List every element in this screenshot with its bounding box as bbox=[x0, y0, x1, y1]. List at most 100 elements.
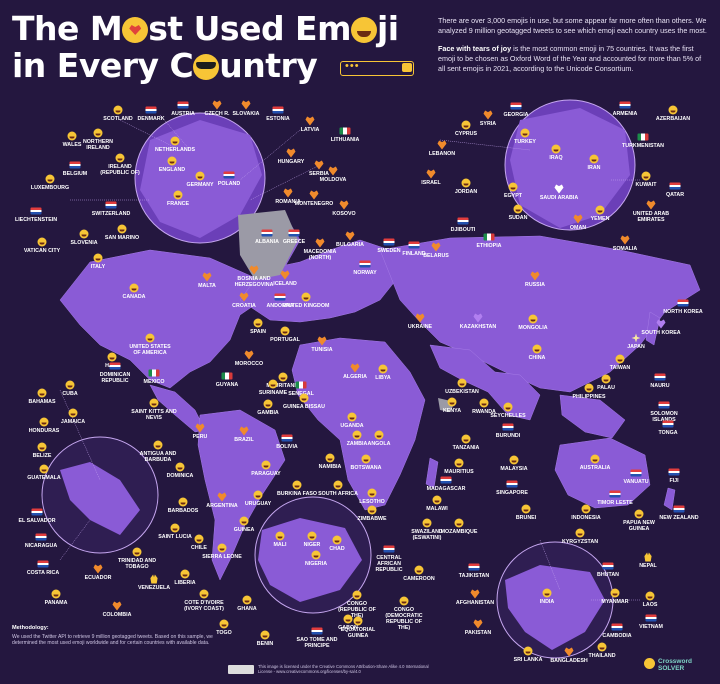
country-emoji-icon bbox=[631, 333, 641, 343]
country-label: BULGARIA bbox=[336, 242, 364, 248]
country-emoji-icon bbox=[602, 562, 614, 570]
country-emoji-icon bbox=[353, 616, 363, 626]
country-label: MOROCCO bbox=[234, 361, 264, 367]
country-emoji-icon bbox=[383, 545, 395, 553]
country-label: SIERRA LEONE bbox=[202, 554, 242, 560]
country-label: INDONESIA bbox=[571, 515, 601, 521]
country-emoji-icon bbox=[523, 646, 533, 656]
country-emoji-icon bbox=[239, 292, 249, 302]
country-emoji-icon bbox=[280, 270, 290, 280]
country-emoji-icon bbox=[597, 642, 607, 652]
country-label: SWAZILAND (ESWATINI) bbox=[411, 529, 443, 541]
country-emoji-icon bbox=[299, 393, 309, 403]
country-emoji-icon bbox=[551, 144, 561, 154]
country-label: PERU bbox=[192, 434, 208, 440]
asia-land bbox=[379, 235, 701, 393]
country-label: IRAQ bbox=[549, 155, 563, 161]
country-label: NAMIBIA bbox=[318, 464, 342, 470]
country-emoji-icon bbox=[662, 420, 674, 428]
country-emoji-icon bbox=[268, 379, 278, 389]
country-emoji-icon bbox=[283, 188, 293, 198]
country-emoji-icon bbox=[239, 516, 249, 526]
joy-face-icon bbox=[350, 17, 377, 43]
country-emoji-icon bbox=[461, 120, 471, 130]
brand-line-1: Crossword bbox=[658, 658, 692, 665]
country-emoji-icon bbox=[432, 495, 442, 505]
country-emoji-icon bbox=[532, 344, 542, 354]
intro-paragraph-1: There are over 3,000 emojis in use, but … bbox=[438, 16, 707, 35]
southeast-asia-land bbox=[559, 394, 626, 439]
country-label: TAJIKISTAN bbox=[458, 573, 490, 579]
country-emoji-icon bbox=[253, 490, 263, 500]
country-emoji-icon bbox=[260, 630, 270, 640]
country-label: BRAZIL bbox=[234, 437, 254, 443]
japan-land bbox=[645, 311, 661, 346]
country-label: NIGER bbox=[303, 542, 321, 548]
country-emoji-icon bbox=[609, 490, 621, 498]
title-text-3: ji bbox=[376, 9, 399, 48]
country-emoji-icon bbox=[39, 464, 49, 474]
country-emoji-icon bbox=[295, 381, 307, 389]
country-label: SRI LANKA bbox=[513, 657, 543, 663]
north-america-land bbox=[59, 249, 263, 389]
country-label: SOMALIA bbox=[612, 246, 638, 252]
country-emoji-icon bbox=[668, 105, 678, 115]
country-emoji-icon bbox=[175, 462, 185, 472]
country-emoji-icon bbox=[45, 174, 55, 184]
country-emoji-icon bbox=[173, 190, 183, 200]
country-emoji-icon bbox=[447, 397, 457, 407]
country-label: BOLIVIA bbox=[276, 444, 298, 450]
country-label: BARBADOS bbox=[167, 508, 199, 514]
search-dots: ••• bbox=[345, 60, 360, 72]
country-emoji-icon bbox=[483, 233, 495, 241]
country-emoji-icon bbox=[673, 505, 685, 513]
country-emoji-icon bbox=[202, 272, 212, 282]
country-emoji-icon bbox=[668, 468, 680, 476]
country-emoji-icon bbox=[347, 412, 357, 422]
brand-line-2: SOLVER bbox=[658, 665, 685, 672]
country-label: SLOVENIA bbox=[70, 240, 98, 246]
country-label: YEMEN bbox=[590, 216, 610, 222]
country-emoji-icon bbox=[249, 265, 259, 275]
country-emoji-icon bbox=[615, 354, 625, 364]
country-label: HONDURAS bbox=[28, 428, 60, 434]
greenland-grey bbox=[238, 210, 298, 280]
country-label: KUWAIT bbox=[635, 182, 657, 188]
country-label: SAINT LUCIA bbox=[158, 534, 192, 540]
country-emoji-icon bbox=[35, 533, 47, 541]
country-label: PORTUGAL bbox=[270, 337, 300, 343]
country-label: AUSTRIA bbox=[171, 111, 195, 117]
country-emoji-icon bbox=[93, 253, 103, 263]
country-label: ICELAND bbox=[273, 281, 297, 287]
country-label: UKRAINE bbox=[407, 324, 433, 330]
country-label: GUYANA bbox=[215, 382, 239, 388]
country-label: MACEDONIA (NORTH) bbox=[303, 249, 337, 261]
country-label: TONGA bbox=[658, 430, 678, 436]
title-text-5: untry bbox=[219, 46, 318, 85]
country-label: BAHAMAS bbox=[28, 399, 56, 405]
country-label: RUSSIA bbox=[524, 282, 546, 288]
country-emoji-icon bbox=[654, 373, 666, 381]
country-label: ANDORRA bbox=[266, 303, 294, 309]
country-label: EGYPT bbox=[504, 193, 522, 199]
country-label: EL SALVADOR bbox=[18, 518, 56, 524]
country-emoji-icon bbox=[367, 488, 377, 498]
madagascar-land bbox=[425, 457, 439, 489]
country-emoji-icon bbox=[109, 362, 121, 370]
brand-logo: Crossword SOLVER bbox=[644, 658, 692, 672]
country-emoji-icon bbox=[510, 102, 522, 110]
country-label: COSTA RICA bbox=[26, 570, 60, 576]
country-label: ECUADOR bbox=[84, 575, 112, 581]
country-label: SWITZERLAND bbox=[91, 211, 131, 217]
country-label: BURUNDI bbox=[495, 433, 521, 439]
country-emoji-icon bbox=[461, 434, 471, 444]
country-label: NIGERIA bbox=[304, 561, 328, 567]
country-emoji-icon bbox=[520, 128, 530, 138]
country-emoji-icon bbox=[610, 588, 620, 598]
south-america-land bbox=[197, 409, 286, 581]
middle-east-zoom-land bbox=[510, 108, 630, 228]
country-label: MALAYSIA bbox=[500, 466, 528, 472]
country-label: NORTHERN IRELAND bbox=[82, 139, 113, 151]
country-emoji-icon bbox=[677, 299, 689, 307]
